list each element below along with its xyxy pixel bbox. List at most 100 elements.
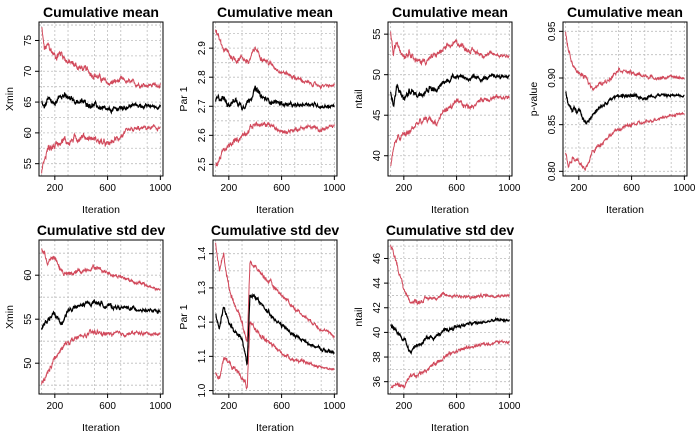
y-tick-label: 50	[23, 357, 34, 369]
series-line-mean	[390, 72, 510, 108]
series-line-upper	[41, 248, 161, 292]
x-tick-label: 1000	[149, 183, 172, 194]
plot-frame	[387, 239, 513, 395]
series-line-upper	[215, 29, 335, 91]
x-axis-label: Iteration	[431, 204, 469, 216]
y-tick-label: 0.95	[547, 21, 558, 41]
series-line-lower	[565, 111, 685, 172]
y-tick-label: 2.9	[197, 41, 208, 55]
panel-title: Cumulative mean	[43, 4, 159, 20]
panel-title: Cumulative std dev	[211, 222, 340, 238]
x-tick-label: 200	[220, 401, 237, 412]
x-tick-label: 200	[395, 401, 412, 412]
x-tick-label: 600	[99, 183, 116, 194]
y-tick-label: 65	[23, 96, 34, 108]
y-axis-label: Par 1	[178, 304, 190, 329]
x-tick-label: 200	[395, 183, 412, 194]
y-tick-label: 55	[23, 158, 34, 170]
plot-frame	[562, 21, 688, 177]
series-line-upper	[565, 31, 685, 92]
x-tick-label: 1000	[673, 183, 696, 194]
series-line-upper	[215, 242, 335, 343]
chart-panel-2: Cumulative mean 200 600 1000 2.5 2.6 2.7 2.8 2.9…	[178, 4, 346, 216]
plot-frame	[387, 21, 513, 177]
x-tick-label: 1000	[149, 401, 172, 412]
y-tick-label: 75	[23, 34, 34, 46]
y-tick-label: 60	[23, 127, 34, 139]
series-line-upper	[390, 31, 510, 67]
x-tick-label: 600	[273, 183, 290, 194]
y-tick-label: 2.5	[197, 157, 208, 171]
y-tick-label: 1.2	[197, 315, 208, 329]
chart-panel-5: Cumulative std dev 200 600 1000 50 55 60 Iterat…	[4, 222, 172, 432]
y-axis-label: ntail	[353, 307, 365, 326]
series-line-lower	[215, 120, 335, 167]
y-tick-label: 36	[372, 376, 383, 388]
series-line-upper	[390, 245, 510, 306]
panel-title: Cumulative mean	[392, 4, 508, 20]
x-tick-label: 200	[570, 183, 587, 194]
chart-panel-3: Cumulative mean 200 600 1000 40 45 50 55 Iterati…	[353, 4, 521, 216]
y-tick-label: 1.1	[197, 349, 208, 363]
grid-lines	[213, 240, 337, 394]
panel-title: Cumulative std dev	[386, 222, 515, 238]
y-tick-label: 1.0	[197, 383, 208, 397]
series-line-upper	[41, 26, 161, 89]
series-line-lower	[41, 123, 161, 174]
y-tick-label: 0.80	[547, 161, 558, 181]
x-tick-label: 1000	[498, 401, 521, 412]
y-axis-label: Xmin	[4, 87, 16, 111]
y-tick-label: 0.90	[547, 68, 558, 88]
panel-title: Cumulative std dev	[37, 222, 166, 238]
y-tick-label: 45	[372, 109, 383, 121]
y-axis-label: Par 1	[178, 86, 190, 111]
y-tick-label: 50	[372, 69, 383, 81]
y-axis-label: p-value	[528, 82, 540, 117]
x-axis-label: Iteration	[256, 204, 294, 216]
plot-frame	[212, 21, 338, 177]
x-tick-label: 200	[46, 401, 63, 412]
grid-lines	[213, 22, 337, 176]
y-tick-label: 1.4	[197, 246, 208, 260]
x-tick-label: 1000	[498, 183, 521, 194]
x-axis-label: Iteration	[82, 204, 120, 216]
y-tick-label: 46	[372, 252, 383, 264]
panel-title: Cumulative mean	[217, 4, 333, 20]
x-tick-label: 600	[623, 183, 640, 194]
y-tick-label: 38	[372, 351, 383, 363]
y-tick-label: 55	[23, 313, 34, 325]
series-line-lower	[41, 328, 161, 385]
chart-panel-6: Cumulative std dev 200 600 1000 1.0 1.1 1.2 1.3…	[178, 222, 346, 432]
chart-panel-4: Cumulative mean 200 600 1000 0.80 0.85 0.90 0.9…	[528, 4, 696, 216]
x-tick-label: 200	[220, 183, 237, 194]
grid-lines	[39, 240, 163, 394]
x-axis-label: Iteration	[82, 422, 120, 432]
y-tick-label: 2.6	[197, 128, 208, 142]
x-tick-label: 600	[273, 401, 290, 412]
series-line-mean	[215, 292, 335, 367]
grid-lines	[388, 240, 512, 395]
series-line-mean	[390, 316, 510, 356]
y-tick-label: 0.85	[547, 114, 558, 134]
y-tick-label: 1.3	[197, 281, 208, 295]
y-tick-label: 44	[372, 277, 383, 289]
series-line-mean	[41, 92, 161, 115]
series-line-lower	[390, 339, 510, 389]
grid-lines	[39, 22, 163, 176]
y-tick-label: 40	[372, 150, 383, 162]
grid-lines	[563, 22, 687, 176]
x-tick-label: 600	[99, 401, 116, 412]
x-axis-label: Iteration	[431, 422, 469, 432]
y-axis-label: Xmin	[4, 305, 16, 329]
y-tick-label: 2.7	[197, 99, 208, 113]
series-line-mean	[565, 90, 685, 125]
y-tick-label: 70	[23, 65, 34, 77]
series-line-lower	[390, 94, 510, 167]
chart-panel-1: Cumulative mean 200 600 1000 55 60 65 70 75 Itera…	[4, 4, 172, 216]
x-axis-label: Iteration	[606, 204, 644, 216]
panel-title: Cumulative mean	[567, 4, 683, 20]
y-tick-label: 55	[372, 28, 383, 40]
y-tick-label: 42	[372, 302, 383, 314]
plot-frame	[212, 239, 338, 395]
